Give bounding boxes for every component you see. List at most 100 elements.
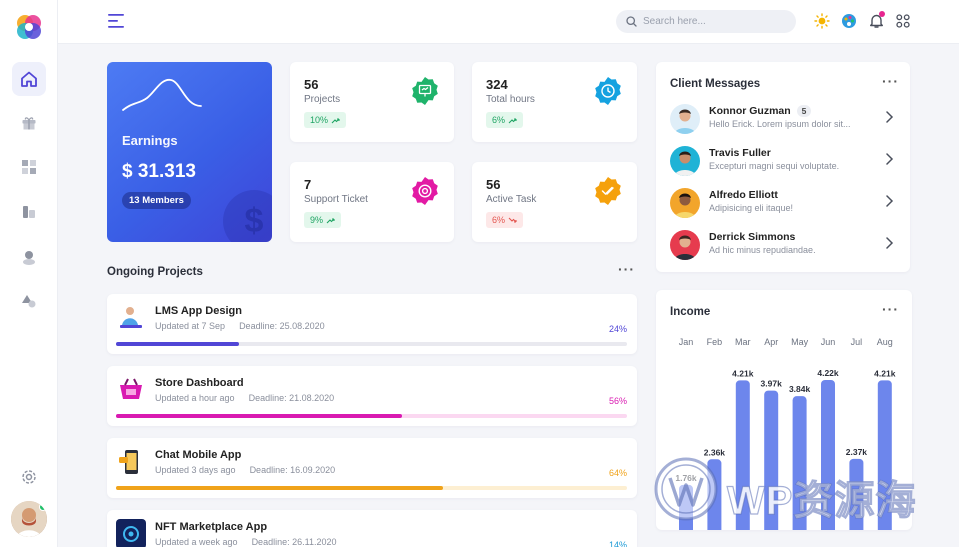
bar-data-label: 4.22k <box>817 368 839 378</box>
project-updated: Updated at 7 Sep <box>155 321 226 331</box>
client-avatar <box>670 146 700 176</box>
project-deadline: Deadline: 25.08.2020 <box>239 321 325 331</box>
chevron-right-icon[interactable] <box>884 194 894 208</box>
project-meta: Updated 3 days ago Deadline: 16.09.2020 <box>155 465 335 475</box>
trend-down-icon <box>508 217 517 223</box>
sidebar-item-home[interactable] <box>12 62 46 96</box>
earnings-label: Earnings <box>122 133 178 148</box>
sidebar-item-files[interactable] <box>12 195 46 229</box>
income-bar[interactable] <box>821 379 835 530</box>
earnings-sparkline <box>122 79 202 111</box>
sidebar-item-settings[interactable] <box>12 460 46 494</box>
stat-change-badge: 10% <box>304 112 347 128</box>
bar-data-label: 3.84k <box>789 384 811 394</box>
chevron-right-icon[interactable] <box>884 110 894 124</box>
income-bar[interactable] <box>792 396 807 530</box>
project-progress-fill <box>116 414 403 418</box>
sidebar-item-dashboard[interactable] <box>12 150 46 184</box>
message-item[interactable]: Travis Fuller Excepturi magni sequi volu… <box>656 141 910 183</box>
sidebar-item-gifts[interactable] <box>12 106 46 140</box>
message-item[interactable]: Derrick Simmons Ad hic minus repudiandae… <box>656 225 910 267</box>
theme-toggle-button[interactable] <box>813 12 831 30</box>
income-title: Income <box>670 306 711 318</box>
client-avatar <box>670 188 700 218</box>
x-tick-label: Feb <box>707 337 723 347</box>
project-name: Store Dashboard <box>155 377 244 389</box>
sun-icon <box>814 13 830 29</box>
project-thumbnail <box>116 375 146 405</box>
client-avatar-icon <box>670 104 700 134</box>
x-tick-label: Jun <box>821 337 836 347</box>
client-messages-card: Client Messages ··· Konnor Guzman 5 Hello… <box>656 62 910 272</box>
message-preview: Hello Erick. Lorem ipsum dolor sit... <box>709 119 851 129</box>
project-card[interactable]: NFT Marketplace App Updated a week ago De… <box>107 510 637 547</box>
lms-thumb-icon <box>120 307 142 328</box>
menu-icon[interactable] <box>108 13 125 29</box>
income-bar[interactable] <box>735 380 750 530</box>
income-card: Income ··· Jan 1.76k Feb 2.36k Mar 4.21k Apr 3.… <box>656 290 912 530</box>
project-progress-fill <box>116 342 239 346</box>
palette-button[interactable] <box>840 12 858 30</box>
client-avatar-icon <box>670 230 700 260</box>
earnings-card: Earnings $ 31.313 13 Members $ <box>107 62 272 242</box>
earnings-amount: $ 31.313 <box>122 161 196 182</box>
project-percent: 14% <box>608 540 627 547</box>
palette-icon <box>842 14 856 28</box>
apps-button[interactable] <box>894 12 912 30</box>
trend-up-icon <box>508 117 517 123</box>
x-tick-label: Jul <box>851 337 863 347</box>
client-messages-more-button[interactable]: ··· <box>882 73 899 89</box>
search-input[interactable] <box>643 16 783 27</box>
project-thumbnail <box>116 447 146 477</box>
chevron-right-icon[interactable] <box>884 236 894 250</box>
client-name: Konnor Guzman <box>709 105 791 117</box>
project-deadline: Deadline: 16.09.2020 <box>249 465 336 475</box>
bar-data-label: 3.97k <box>761 379 783 389</box>
project-card[interactable]: Chat Mobile App Updated 3 days ago Deadli… <box>107 438 637 498</box>
message-preview: Adipisicing eli itaque! <box>709 203 794 213</box>
income-bar[interactable] <box>877 380 892 530</box>
project-deadline: Deadline: 26.11.2020 <box>251 537 337 547</box>
client-name: Alfredo Elliott <box>709 189 778 201</box>
project-name: NFT Marketplace App <box>155 521 268 533</box>
project-thumbnail <box>116 519 146 547</box>
client-avatar <box>670 230 700 260</box>
sidebar-item-users[interactable] <box>12 240 46 274</box>
stat-label: Active Task <box>486 194 537 205</box>
stat-card-support-ticket: 7 Support Ticket 9% <box>290 162 454 242</box>
shapes-icon <box>22 295 36 308</box>
income-more-button[interactable]: ··· <box>882 301 899 317</box>
stat-card-active-task: 56 Active Task 6% <box>472 162 637 242</box>
search-icon <box>626 16 637 27</box>
app-logo-icon[interactable] <box>14 12 44 42</box>
trend-up-icon <box>331 117 340 123</box>
message-item[interactable]: Konnor Guzman 5 Hello Erick. Lorem ipsum … <box>656 99 910 141</box>
user-avatar[interactable] <box>11 501 47 537</box>
chevron-right-icon[interactable] <box>884 152 894 166</box>
search-box[interactable] <box>616 10 796 33</box>
gear-icon <box>22 470 36 484</box>
message-item[interactable]: Alfredo Elliott Adipisicing eli itaque! <box>656 183 910 225</box>
project-updated: Updated 3 days ago <box>155 465 236 475</box>
income-bar[interactable] <box>679 484 693 530</box>
sidebar-item-shapes[interactable] <box>12 284 46 318</box>
store-thumb-icon <box>120 378 142 399</box>
nft-thumb-icon <box>116 519 146 547</box>
message-preview: Ad hic minus repudiandae. <box>709 245 816 255</box>
message-preview: Excepturi magni sequi voluptate. <box>709 161 840 171</box>
income-bar[interactable] <box>707 459 722 530</box>
project-updated: Updated a hour ago <box>155 393 235 403</box>
project-card[interactable]: Store Dashboard Updated a hour ago Deadli… <box>107 366 637 426</box>
income-bar[interactable] <box>849 458 864 530</box>
project-percent: 56% <box>608 396 627 406</box>
stat-change-badge: 6% <box>486 112 524 128</box>
home-icon <box>21 71 37 87</box>
income-bar-chart: Jan 1.76k Feb 2.36k Mar 4.21k Apr 3.97k May 3.84k… <box>675 337 896 530</box>
ongoing-projects-more-button[interactable]: ··· <box>618 261 635 277</box>
project-card[interactable]: LMS App Design Updated at 7 Sep Deadline:… <box>107 294 637 354</box>
notifications-button[interactable] <box>867 11 885 30</box>
bell-icon <box>869 14 883 28</box>
hours-badge <box>593 76 623 106</box>
income-bar[interactable] <box>764 390 779 530</box>
project-name: LMS App Design <box>155 305 242 317</box>
